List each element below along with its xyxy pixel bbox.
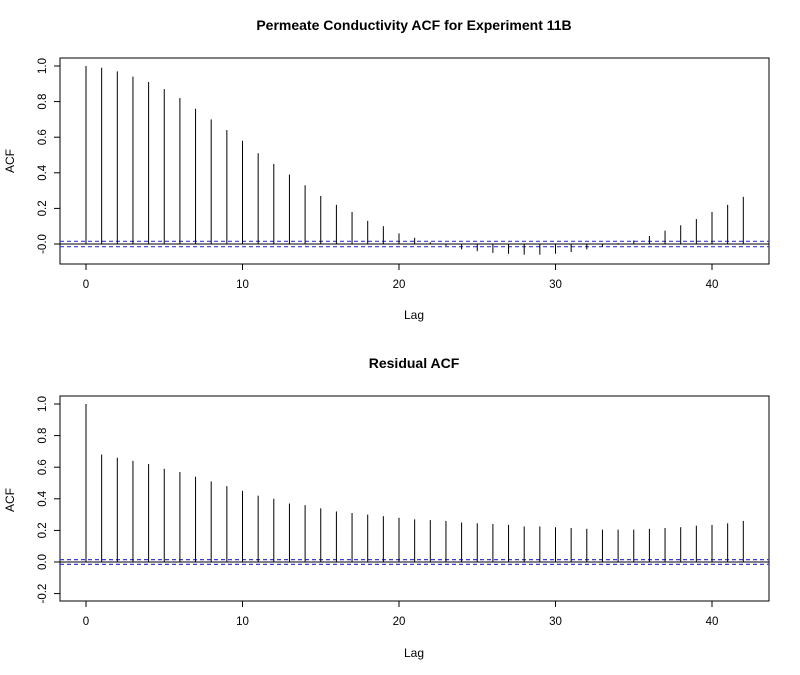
chart-title: Permeate Conductivity ACF for Experiment… [256, 17, 571, 33]
y-tick-label: 0.8 [37, 94, 49, 110]
x-tick-label: 30 [549, 279, 562, 291]
plot-frame [59, 395, 770, 602]
plot-frame [59, 57, 770, 265]
y-tick-label: 0.4 [37, 490, 49, 507]
y-tick-label: 1.0 [37, 58, 49, 74]
x-tick-label: 0 [83, 279, 89, 291]
x-tick-label: 10 [236, 616, 249, 628]
y-tick-label: -0.2 [37, 584, 49, 604]
x-tick-label: 0 [83, 616, 89, 628]
y-axis-label: ACF [3, 149, 17, 173]
y-tick-label: 0.0 [37, 554, 49, 570]
x-tick-label: 40 [706, 616, 719, 628]
x-axis-label: Lag [404, 308, 424, 322]
y-tick-label: 0.6 [37, 129, 49, 145]
y-tick-label: 0.2 [37, 200, 49, 216]
x-tick-label: 40 [706, 279, 719, 291]
x-tick-label: 20 [393, 616, 406, 628]
x-axis-label: Lag [404, 646, 424, 660]
y-tick-label: 0.8 [37, 428, 49, 444]
x-tick-label: 20 [393, 279, 406, 291]
chart-title: Residual ACF [369, 355, 460, 371]
y-tick-label: 1.0 [37, 396, 49, 412]
x-tick-label: 10 [236, 279, 249, 291]
x-tick-label: 30 [549, 616, 562, 628]
y-tick-label: 0.6 [37, 459, 49, 475]
y-axis-label: ACF [3, 488, 17, 512]
y-tick-label: -0.0 [37, 234, 49, 254]
y-tick-label: 0.4 [37, 164, 49, 181]
y-tick-label: 0.2 [37, 522, 49, 538]
